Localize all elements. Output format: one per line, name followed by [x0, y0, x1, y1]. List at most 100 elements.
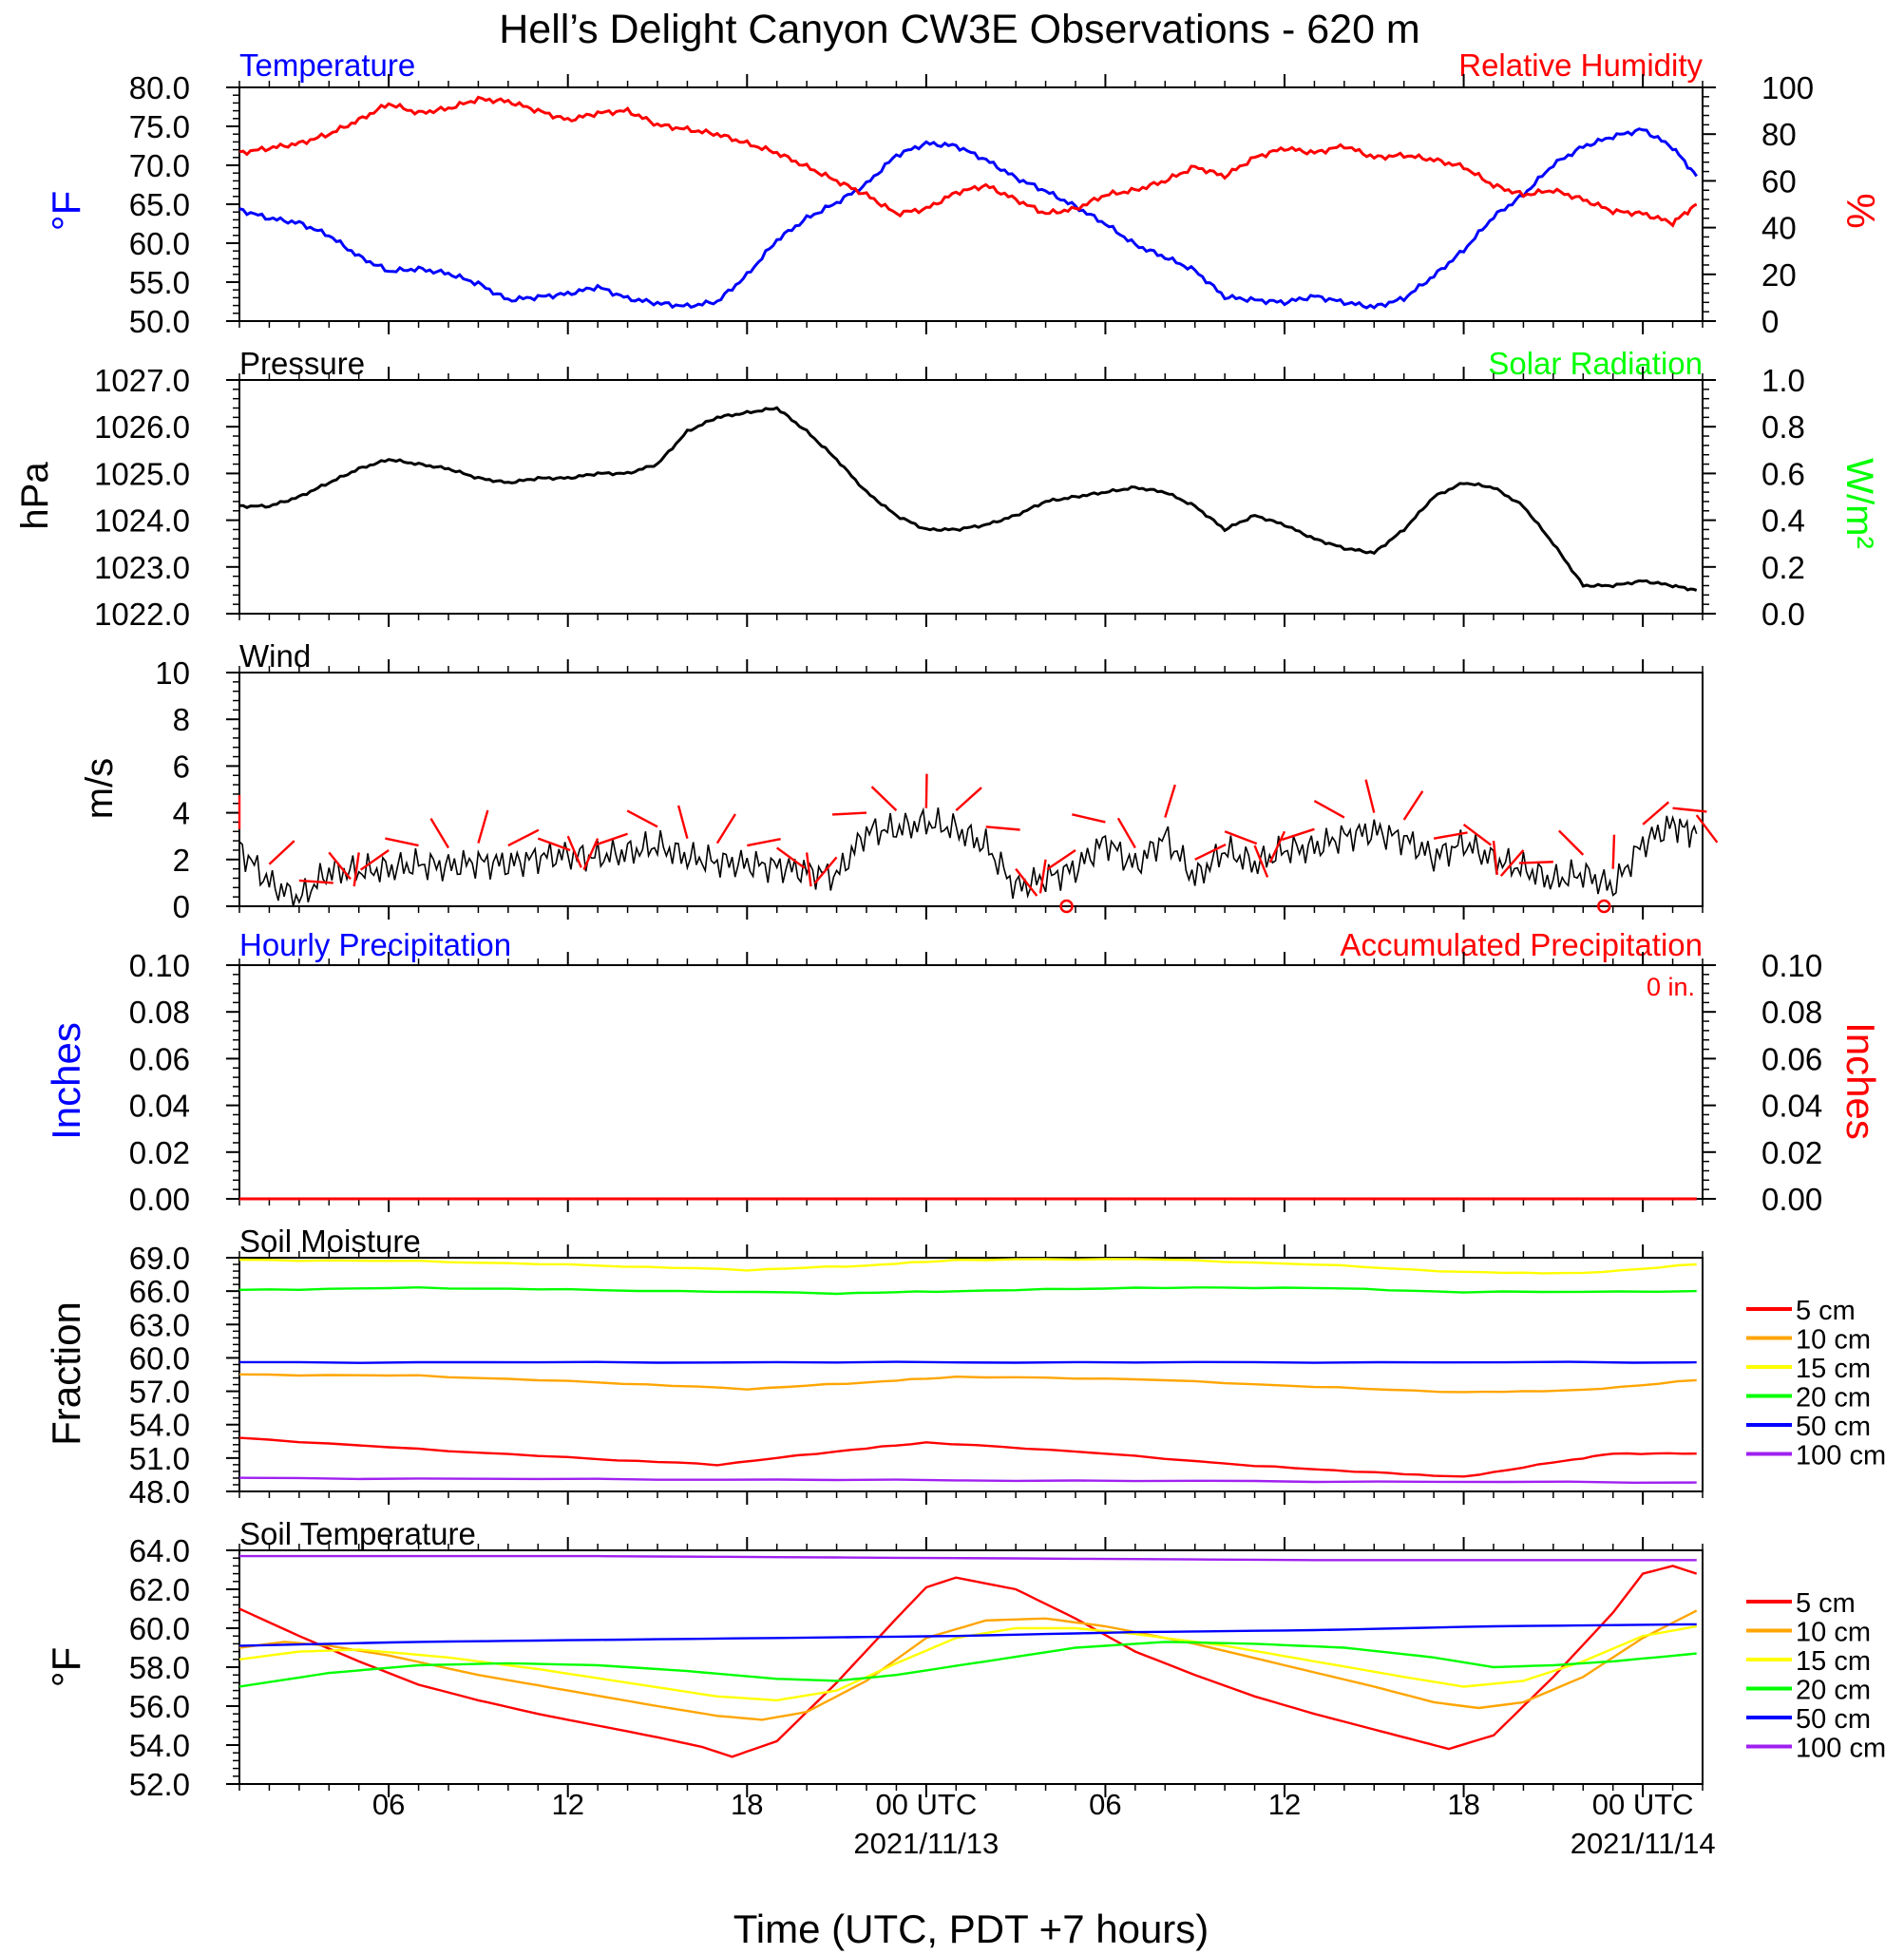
panel-wind: Wind m/s 0 2 4 6 8 10	[79, 638, 1719, 924]
wind-barb	[566, 835, 582, 868]
wind-barb	[1695, 814, 1719, 844]
x-tick-label: 12	[1268, 1788, 1301, 1821]
soil-moisture-panel-title: Soil Moisture	[239, 1224, 421, 1259]
y-tick-label: 80.0	[129, 70, 190, 105]
wind-barb	[1281, 827, 1315, 842]
wind-barb	[298, 879, 333, 884]
temperature-unit-label: °F	[44, 191, 88, 231]
wind-barb	[626, 809, 658, 828]
y-tick-label: 0	[173, 889, 190, 924]
y-tick-label: 63.0	[129, 1307, 190, 1342]
wind-barb	[385, 837, 419, 847]
wind-barb	[477, 809, 489, 844]
legend-label: 100 cm	[1796, 1441, 1886, 1471]
y-tick-label: 48.0	[129, 1474, 190, 1509]
wind-barb	[1116, 817, 1136, 849]
accum-precip-panel-title: Accumulated Precipitation	[1340, 927, 1703, 962]
x-tick-label: 06	[372, 1788, 405, 1821]
panel2-time-ticks	[238, 367, 1704, 627]
wind-barb	[1402, 790, 1424, 821]
wind-barbs	[238, 773, 1719, 914]
x-tick-label: 06	[1089, 1788, 1121, 1821]
wind-speed-line	[238, 807, 1698, 907]
y-tick-label: 80	[1761, 117, 1797, 152]
soil-line-50cm	[239, 1360, 1697, 1364]
panel3-frame	[238, 672, 1704, 907]
wind-barb	[1072, 813, 1106, 824]
wind-axis-ticks: 0 2 4 6 8 10	[155, 655, 239, 924]
wind-barb	[1672, 807, 1707, 813]
y-tick-label: 1026.0	[94, 409, 190, 445]
soil-temperature-axis-ticks: 52.0 54.0 56.0 58.0 60.0 62.0 64.0	[129, 1533, 239, 1802]
y-tick-label: 64.0	[129, 1533, 190, 1568]
y-tick-label: 62.0	[129, 1572, 190, 1607]
panel-temperature-humidity: Temperature Relative Humidity °F % 50.05…	[44, 47, 1883, 339]
y-tick-label: 60	[1761, 163, 1797, 199]
soil-line-5cm	[238, 1565, 1698, 1758]
pressure-unit-label: hPa	[14, 462, 56, 530]
figure-title: Hell’s Delight Canyon CW3E Observations …	[499, 7, 1420, 52]
accum-precip-axis-ticks: 0.00 0.02 0.04 0.06 0.08 0.10	[1703, 948, 1822, 1217]
panel1-frame	[238, 86, 1704, 322]
y-tick-label: 1023.0	[94, 550, 190, 585]
panel4-time-ticks	[238, 952, 1704, 1212]
x-date-label: 2021/11/13	[853, 1827, 999, 1860]
x-tick-label: 18	[731, 1788, 763, 1821]
soil-moisture-axis-ticks: 48.051.054.057.060.063.066.069.0	[129, 1241, 239, 1509]
y-tick-label: 0.04	[1761, 1089, 1822, 1124]
soil-temperature-lines	[238, 1554, 1698, 1758]
x-tick-label: 00 UTC	[875, 1788, 977, 1821]
wind-barb	[352, 852, 360, 887]
wind-barb	[537, 837, 571, 852]
calm-wind-marker	[1059, 899, 1074, 914]
humidity-axis-ticks: 0 20 40 60 80 100	[1703, 70, 1814, 339]
y-tick-label: 0.00	[1761, 1182, 1822, 1217]
calm-wind-marker	[1597, 899, 1611, 914]
y-tick-label: 100	[1761, 70, 1814, 105]
wind-barb	[1499, 849, 1525, 877]
hourly-precip-axis-ticks: 0.00 0.02 0.04 0.06 0.08 0.10	[129, 948, 239, 1217]
panel6-frame	[238, 1549, 1704, 1785]
wind-barb	[1492, 840, 1498, 876]
wind-barb	[805, 852, 812, 887]
y-tick-label: 0.04	[129, 1089, 190, 1124]
soil-moisture-lines	[238, 1258, 1697, 1485]
wind-barb	[955, 787, 982, 812]
soil-line-15cm	[238, 1258, 1697, 1275]
y-tick-label: 52.0	[129, 1767, 190, 1802]
time-axis-title: Time (UTC, PDT +7 hours)	[733, 1907, 1209, 1951]
y-tick-label: 51.0	[129, 1441, 190, 1476]
y-tick-label: 0.0	[1761, 597, 1805, 632]
panel-pressure-solar: Pressure Solar Radiation hPa W/m² 1022.0…	[14, 346, 1880, 632]
temperature-panel-title: Temperature	[239, 47, 415, 83]
wind-barb	[1194, 843, 1227, 861]
wind-barb	[776, 846, 806, 869]
y-tick-label: 0.8	[1761, 409, 1805, 445]
legend-label: 10 cm	[1796, 1618, 1871, 1648]
wind-barb	[924, 773, 928, 808]
soil-line-5cm	[238, 1436, 1697, 1478]
y-tick-label: 0.10	[129, 948, 190, 983]
y-tick-label: 69.0	[129, 1241, 190, 1276]
wind-barb	[1462, 823, 1493, 846]
soil-temperature-panel-title: Soil Temperature	[239, 1516, 476, 1551]
y-tick-label: 1024.0	[94, 503, 190, 539]
wind-barb	[268, 840, 295, 865]
temperature-axis-ticks: 50.0 55.0 60.0 65.0 70.0 75.0 80.0	[129, 70, 239, 339]
y-tick-label: 20	[1761, 257, 1797, 293]
y-tick-label: 55.0	[129, 265, 190, 300]
wind-barb	[715, 813, 736, 845]
wind-barb	[429, 818, 450, 849]
legend-label: 15 cm	[1796, 1646, 1871, 1677]
y-tick-label: 0.06	[1761, 1041, 1822, 1076]
wind-barb	[870, 786, 898, 812]
wind-barb	[1433, 831, 1468, 840]
y-tick-label: 0.02	[1761, 1135, 1822, 1170]
solar-panel-title: Solar Radiation	[1488, 346, 1703, 381]
y-tick-label: 0.00	[129, 1182, 190, 1217]
legend-label: 20 cm	[1796, 1676, 1871, 1706]
time-axis-date-labels: 2021/11/13 2021/11/14	[853, 1827, 1715, 1860]
wind-barb	[813, 856, 838, 884]
y-tick-label: 75.0	[129, 109, 190, 144]
